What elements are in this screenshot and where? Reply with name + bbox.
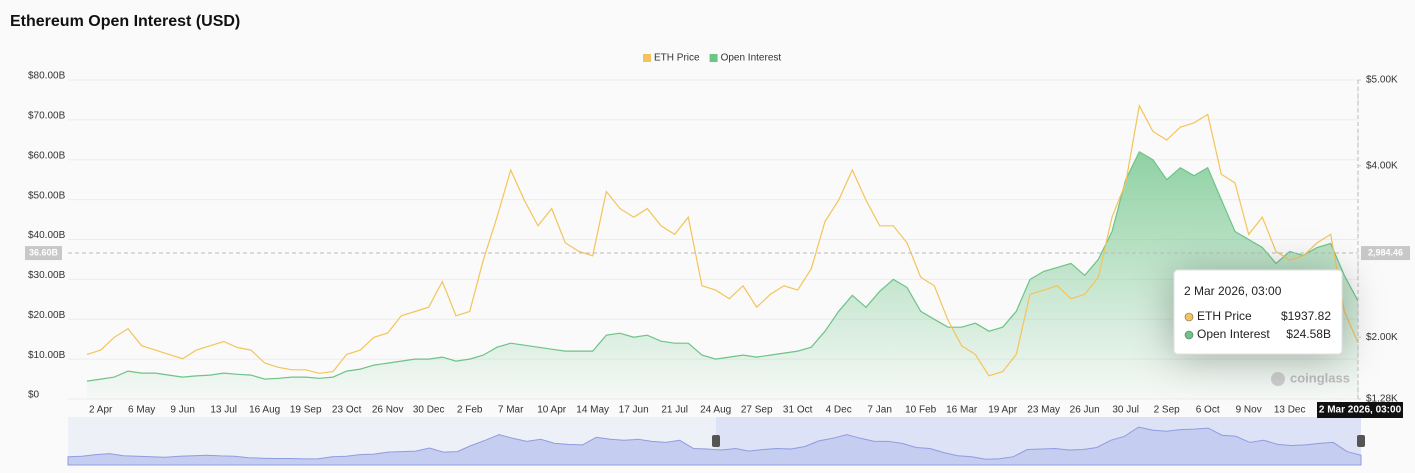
navigator-handle[interactable] xyxy=(1357,435,1365,447)
legend-label: Open Interest xyxy=(721,53,782,64)
navigator-handle[interactable] xyxy=(712,435,720,447)
tooltip-title: 2 Mar 2026, 03:00 xyxy=(1184,284,1282,298)
x-tick-label: 31 Oct xyxy=(783,405,813,416)
y2-tick-label: $2.00K xyxy=(1366,332,1398,343)
line xyxy=(86,150,1359,382)
x-tick-label: 16 Aug xyxy=(249,405,280,416)
x-tick-label: 7 Mar xyxy=(498,405,524,416)
tooltip xyxy=(1173,269,1343,355)
x-tick-label: 24 Aug xyxy=(700,405,731,416)
crosshair-label: 36.60B xyxy=(29,247,59,257)
x-tick-label: 27 Sep xyxy=(741,405,773,416)
x-tick-label: 17 Jun xyxy=(619,405,649,416)
x-tick-label: 7 Jan xyxy=(867,405,891,416)
tooltip-value: $1937.82 xyxy=(1281,309,1331,323)
x-tick-label: 30 Dec xyxy=(413,405,445,416)
tooltip-name: ETH Price xyxy=(1197,309,1252,323)
y-tick-label: $70.00B xyxy=(28,111,66,122)
y-tick-label: $50.00B xyxy=(28,190,66,201)
x-tick-label: 19 Sep xyxy=(290,405,322,416)
x-tick-label: 9 Nov xyxy=(1236,405,1262,416)
legend-swatch xyxy=(709,54,718,62)
x-tick-label: 2 Sep xyxy=(1154,405,1181,416)
tooltip-dot xyxy=(1184,312,1194,322)
x-tick-label: 30 Jul xyxy=(1112,405,1139,416)
tooltip-value: $24.58B xyxy=(1286,327,1331,341)
x-tick-label: 2 Feb xyxy=(457,405,483,416)
x-tick-label: 26 Jun xyxy=(1070,405,1100,416)
x-tick-label: 10 Feb xyxy=(905,405,937,416)
legend-label: ETH Price xyxy=(654,53,700,64)
y-tick-label: $30.00B xyxy=(28,270,66,281)
x-tick-label: 16 Mar xyxy=(946,405,978,416)
x-tick-label: 13 Dec xyxy=(1274,405,1306,416)
crosshair-label-box xyxy=(25,246,62,261)
line xyxy=(86,103,1359,377)
y2-tick-label: $4.00K xyxy=(1366,160,1398,171)
y2-tick-label: $1.28K xyxy=(1366,394,1398,405)
crosshair-label2: 2,984.46 xyxy=(1368,247,1403,257)
y-tick-label: $20.00B xyxy=(28,310,66,321)
tooltip-dot xyxy=(1184,330,1194,340)
y-tick-label: $40.00B xyxy=(28,230,66,241)
x-tick-label: 21 Jul xyxy=(661,405,688,416)
x-tick-label: 10 Apr xyxy=(537,405,567,416)
date-badge xyxy=(1317,402,1403,418)
navigator-area xyxy=(67,426,1362,466)
x-tick-label: 13 Jul xyxy=(210,405,237,416)
crosshair-label2-box xyxy=(1361,246,1410,261)
tooltip-name: Open Interest xyxy=(1197,327,1270,341)
x-tick-label: 23 May xyxy=(1027,405,1060,416)
x-tick-label: 14 May xyxy=(576,405,609,416)
x-tick-label: 23 Oct xyxy=(332,405,362,416)
y-tick-label: $10.00B xyxy=(28,350,66,361)
watermark-icon xyxy=(1271,372,1285,386)
date-badge-label: 2 Mar 2026, 03:00 xyxy=(1319,405,1402,416)
chart-title: Ethereum Open Interest (USD) xyxy=(10,13,240,30)
x-tick-label: 26 Nov xyxy=(372,405,404,416)
x-tick-label: 4 Dec xyxy=(826,405,852,416)
x-tick-label: 6 Oct xyxy=(1196,405,1220,416)
y2-tick-label: $5.00K xyxy=(1366,75,1398,86)
x-tick-label: 19 Apr xyxy=(988,405,1018,416)
x-tick-label: 9 Jun xyxy=(170,405,194,416)
y-tick-label: $0 xyxy=(28,390,40,401)
watermark: coinglass xyxy=(1290,370,1350,385)
y-tick-label: $80.00B xyxy=(28,71,66,82)
y-tick-label: $60.00B xyxy=(28,150,66,161)
x-tick-label: 2 Apr xyxy=(89,405,113,416)
x-tick-label: 6 May xyxy=(128,405,155,416)
legend-swatch xyxy=(643,54,651,62)
area xyxy=(87,151,1358,399)
